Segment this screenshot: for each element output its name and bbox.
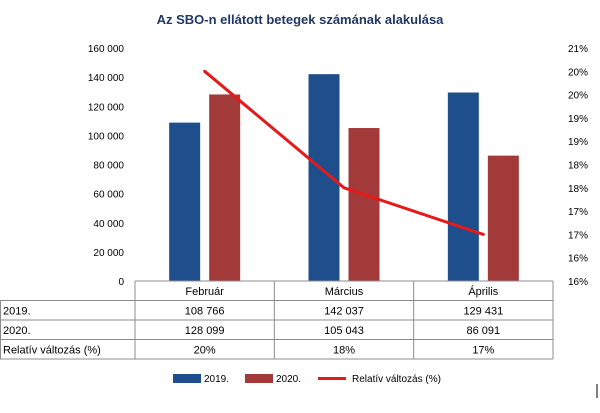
y2-axis-tick-label: 19% [568,137,588,148]
y2-axis-tick-label: 16% [568,277,588,288]
bar-2019 [447,92,479,281]
y2-axis-tick-label: 19% [568,114,588,125]
y-axis-tick-label: 160 000 [88,44,125,55]
y-axis-tick-label: 140 000 [88,73,125,84]
legend-label: Relatív változás (%) [352,374,441,385]
chart-title: Az SBO-n ellátott betegek számának alaku… [156,12,444,27]
y2-axis-tick-label: 17% [568,207,588,218]
y-axis-tick-label: 0 [118,277,124,288]
y2-axis-tick-label: 16% [568,254,588,265]
legend-swatch-2019 [173,374,201,383]
y-axis-tick-label: 80 000 [93,161,124,172]
y-axis-tick-label: 60 000 [93,190,124,201]
table-value: 18% [333,345,355,357]
bar-2020 [348,128,380,281]
table-value: 86 091 [467,325,501,337]
y-axis-tick-label: 40 000 [93,219,124,230]
table-value: 129 431 [463,306,503,318]
line-point [342,186,346,190]
y-axis-tick-label: 120 000 [88,102,125,113]
y-axis-tick-label: 20 000 [93,248,124,259]
line-point [481,232,485,236]
table-value: 17% [472,345,494,357]
legend-swatch-2020 [245,374,273,383]
table-value: 128 099 [185,325,225,337]
bar-2019 [308,74,340,281]
table-value: 108 766 [185,306,225,318]
y-axis-tick-label: 100 000 [88,131,125,142]
table-value: 20% [194,345,216,357]
x-axis-category-label: Március [325,286,364,298]
y2-axis-tick-label: 17% [568,230,588,241]
table-row-label: 2020. [3,325,31,337]
line-relativ-valtozas [203,70,484,236]
bar-2019 [169,122,201,281]
y2-axis-tick-label: 21% [568,44,588,55]
y2-axis-tick-label: 20% [568,91,588,102]
table-row-label: 2019. [3,306,31,318]
y2-axis-tick-label: 20% [568,67,588,78]
bar-2020 [209,94,241,281]
table-value: 105 043 [324,325,364,337]
x-axis-category-label: Február [185,286,224,298]
y2-axis-tick-label: 18% [568,184,588,195]
bar-2020 [487,155,519,281]
table-row-label: Relatív változás (%) [3,345,101,357]
line-point [203,69,207,73]
y2-axis-tick-label: 18% [568,161,588,172]
legend-label: 2019. [204,374,229,385]
legend-label: 2020. [276,374,301,385]
table-value: 142 037 [324,306,364,318]
x-axis-category-label: Április [468,285,498,298]
